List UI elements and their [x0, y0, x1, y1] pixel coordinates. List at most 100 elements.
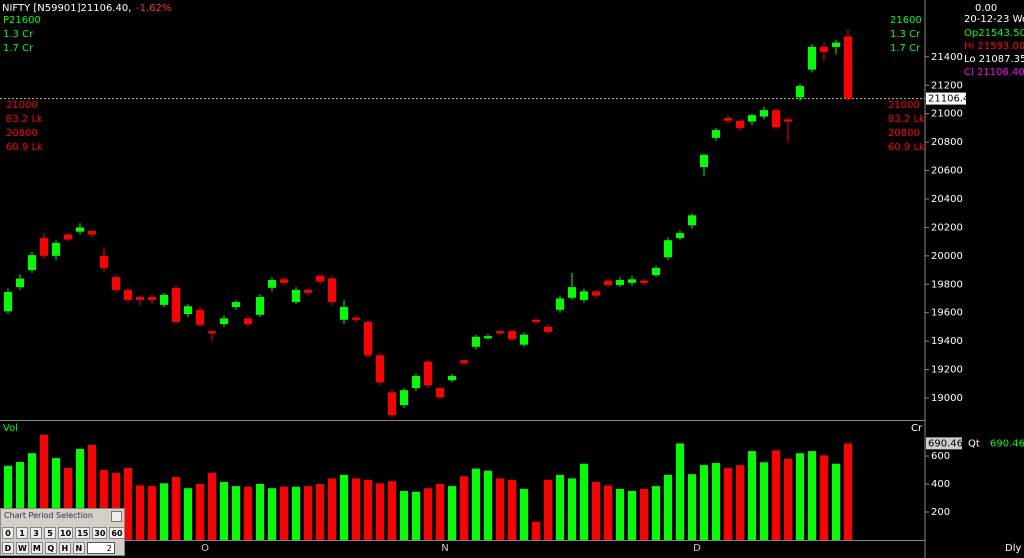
volume-bar	[64, 467, 72, 540]
candle-body	[268, 280, 276, 288]
candle-body	[460, 360, 468, 364]
period-button[interactable]: 60	[109, 527, 125, 539]
period-button[interactable]: 5	[44, 527, 56, 539]
candle-body	[316, 275, 324, 282]
period-input[interactable]: 2	[86, 542, 115, 554]
overlay-label: 1.3 Cr	[890, 29, 921, 40]
period-button[interactable]: 15	[75, 527, 91, 539]
volume-bar	[580, 463, 588, 540]
candle-body	[400, 390, 408, 406]
volume-bar	[448, 486, 456, 540]
candle-body	[808, 46, 816, 70]
candle-body	[832, 42, 840, 47]
candle-body	[376, 355, 384, 383]
period: Dly	[1005, 543, 1021, 554]
candle-body	[616, 280, 624, 285]
change: -1.62%	[136, 3, 171, 14]
volume-bar	[784, 458, 792, 540]
info-low: Lo 21087.35	[964, 54, 1024, 65]
volume-bar	[268, 488, 276, 540]
candle-body	[592, 291, 600, 296]
candle-body	[304, 289, 312, 293]
volume-bar	[832, 463, 840, 540]
candle-body	[520, 334, 528, 345]
volume-bar	[208, 472, 216, 540]
volume-bar	[112, 472, 120, 540]
candle-body	[244, 318, 252, 325]
candle-body	[424, 361, 432, 386]
volume-bar	[100, 470, 108, 540]
candle-body	[328, 278, 336, 303]
period-button[interactable]: D	[2, 542, 14, 554]
candle-body	[448, 375, 456, 381]
volume-bar	[484, 470, 492, 540]
volume-bar	[628, 491, 636, 540]
volume-bar	[76, 449, 84, 540]
period-button[interactable]: W	[16, 542, 29, 554]
x-tick-label: N	[441, 543, 448, 554]
volume-bar	[508, 479, 516, 540]
widget-close[interactable]	[111, 511, 122, 522]
period-button[interactable]: M	[30, 542, 43, 554]
overlay-label: 60.9 Lk	[6, 142, 43, 153]
widget-title: Chart Period Selection	[4, 511, 93, 520]
info-date: 20-12-23 We	[964, 14, 1024, 25]
symbol: NIFTY [N59901]21106.40,	[2, 3, 131, 14]
volume-label: Vol	[3, 423, 18, 434]
candle-body	[436, 388, 444, 398]
volume-bar	[604, 485, 612, 540]
y-tick-label: 20800	[931, 137, 963, 148]
last-price-label: 21106.4	[928, 94, 969, 105]
candle-body	[628, 279, 636, 283]
period-button[interactable]: 10	[58, 527, 74, 539]
candle-body	[148, 297, 156, 300]
volume-last: 690.46	[928, 438, 963, 449]
candle-body	[472, 336, 480, 347]
volume-bar	[640, 488, 648, 540]
volume-bar	[280, 486, 288, 540]
overlay-label: 21000	[888, 100, 920, 111]
volume-bar	[532, 521, 540, 540]
volume-bar	[40, 435, 48, 540]
period-button[interactable]: 1	[16, 527, 28, 539]
period-button[interactable]: 30	[92, 527, 108, 539]
period-button[interactable]: N	[72, 542, 85, 554]
period-button[interactable]: 0	[2, 527, 14, 539]
candle-body	[700, 154, 708, 168]
volume-bar	[4, 465, 12, 540]
volume-bar	[328, 478, 336, 540]
volume-bar	[772, 450, 780, 540]
candle-body	[340, 307, 348, 320]
candle-body	[736, 120, 744, 128]
button-row: 0 1 3 5 10 15 30 60	[2, 527, 127, 539]
volume-bar	[136, 485, 144, 540]
volume-bar	[520, 488, 528, 540]
y-tick-label: 200	[931, 507, 950, 518]
volume-bar	[256, 484, 264, 540]
volume-bar	[304, 486, 312, 540]
overlay-label: 20800	[6, 128, 38, 139]
overlay-label: 1.7 Cr	[3, 43, 34, 54]
y-tick-label: 21400	[931, 52, 963, 63]
volume-bar	[16, 462, 24, 540]
volume-bar	[676, 443, 684, 540]
period-button[interactable]: H	[58, 542, 71, 554]
overlay-label: P21600	[3, 15, 41, 26]
volume-bar	[796, 453, 804, 540]
period-button[interactable]: Q	[44, 542, 57, 554]
candle-body	[652, 267, 660, 276]
volume-bar	[124, 467, 132, 540]
volume-bar	[724, 467, 732, 540]
y-tick-label: 19400	[931, 336, 963, 347]
candle-body	[388, 392, 396, 416]
volume-bar	[652, 486, 660, 540]
volume-bar	[568, 478, 576, 540]
candle-body	[772, 110, 780, 128]
period-button[interactable]: 3	[30, 527, 42, 539]
candle-body	[796, 85, 804, 98]
volume-bar	[616, 488, 624, 540]
volume-bar	[592, 481, 600, 540]
candle-body	[124, 289, 132, 300]
candle-body	[712, 130, 720, 138]
